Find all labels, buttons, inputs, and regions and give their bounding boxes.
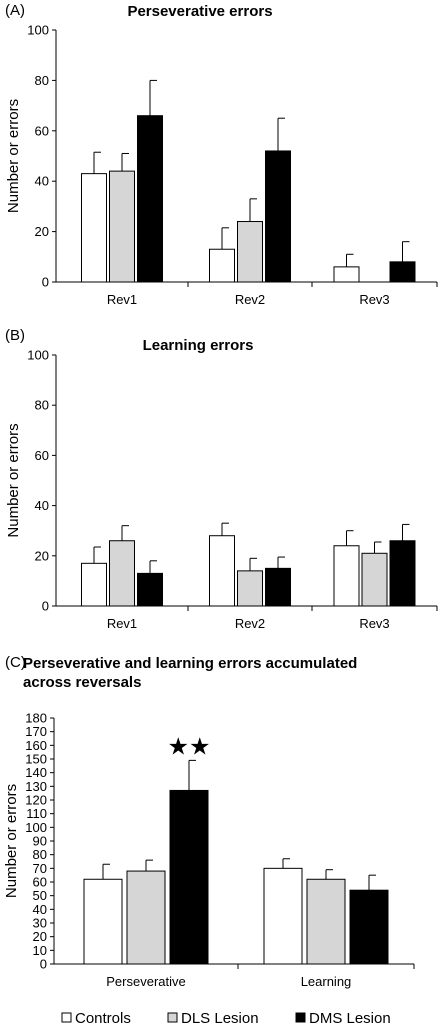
y-tick-label: 60	[35, 448, 49, 463]
legend-label: DLS Lesion	[181, 1010, 259, 1027]
chart-title: Perseverative and learning errors accumu…	[23, 655, 357, 672]
bar-learning-2	[349, 889, 389, 965]
chart-title: across reversals	[23, 674, 141, 691]
bar-learning-0	[263, 867, 303, 965]
y-tick-label: 170	[25, 724, 47, 739]
panel-c-chart: (C)Perseverative and learning errors acc…	[3, 654, 415, 989]
y-tick-label: 20	[35, 224, 49, 239]
x-category-label: Learning	[301, 974, 352, 989]
bar-rev1-2	[137, 115, 163, 283]
bar-rev1-2	[137, 572, 163, 607]
y-axis-label: Number or errors	[5, 423, 22, 537]
panel-b-chart: (B) Learning errors Number or errors 0 20 40 6…	[5, 327, 438, 631]
y-tick-label: 60	[35, 123, 49, 138]
bar-rev3-2	[389, 261, 416, 283]
bar-learning-1	[306, 878, 346, 965]
bar-perseverative-2	[169, 789, 209, 965]
bar-perseverative-0	[83, 878, 123, 965]
bar-rev3-1	[361, 552, 388, 607]
y-tick-label: 80	[35, 398, 49, 413]
y-tick-label: 140	[25, 765, 47, 780]
legend-label: DMS Lesion	[309, 1010, 391, 1027]
y-tick-label: 150	[25, 752, 47, 767]
bar-rev2-2	[265, 150, 291, 283]
y-tick-label: 80	[35, 73, 49, 88]
y-tick-label: 180	[25, 711, 47, 726]
y-tick-label: 20	[33, 929, 47, 944]
y-tick-label: 100	[25, 820, 47, 835]
bar-rev3-0	[333, 545, 360, 607]
bar-rev3-2	[389, 540, 416, 607]
legend-swatch	[167, 1012, 178, 1023]
y-tick-label: 40	[33, 902, 47, 917]
y-tick-label: 90	[33, 834, 47, 849]
chart-title: Perseverative errors	[127, 3, 272, 20]
y-tick-label: 60	[33, 875, 47, 890]
bar-perseverative-1	[126, 870, 166, 965]
y-tick-label: 0	[42, 275, 49, 290]
y-tick-label: 40	[35, 174, 49, 189]
y-tick-label: 130	[25, 779, 47, 794]
x-category-label: Perseverative	[106, 974, 185, 989]
y-tick-label: 0	[42, 599, 49, 614]
y-axis-label: Number or errors	[5, 99, 22, 213]
chart-title: Learning errors	[143, 337, 254, 354]
panel-a-chart: (A) Perseverative errors Number or errors 0…	[5, 2, 438, 307]
bar-rev2-0	[209, 535, 235, 607]
y-tick-label: 120	[25, 793, 47, 808]
y-tick-label: 110	[26, 806, 47, 821]
y-tick-label: 30	[33, 916, 47, 931]
legend-label: Controls	[75, 1010, 131, 1027]
y-tick-label: 0	[40, 957, 47, 972]
x-category-label: Rev2	[235, 616, 265, 631]
panel-letter: (A)	[5, 2, 25, 19]
x-category-label: Rev2	[235, 292, 265, 307]
bar-rev1-1	[109, 540, 135, 607]
y-tick-label: 160	[25, 738, 47, 753]
bar-rev2-1	[237, 221, 263, 283]
legend-swatch	[61, 1012, 72, 1023]
y-axis-label: Number or errors	[3, 784, 20, 898]
y-tick-label: 70	[33, 861, 47, 876]
y-tick-label: 80	[33, 847, 47, 862]
panel-letter: (B)	[5, 327, 25, 344]
x-category-label: Rev3	[359, 616, 389, 631]
bar-rev2-0	[209, 248, 235, 283]
bar-rev1-0	[81, 173, 107, 283]
significance-annotation: ★★	[167, 733, 210, 760]
x-category-label: Rev1	[107, 616, 137, 631]
bar-rev2-2	[265, 567, 291, 607]
y-tick-label: 10	[33, 943, 47, 958]
y-tick-label: 20	[35, 548, 49, 563]
y-tick-label: 100	[27, 348, 49, 363]
legend: Controls DLS Lesion DMS Lesion	[61, 1010, 391, 1027]
y-tick-label: 40	[35, 498, 49, 513]
bar-rev3-0	[333, 266, 360, 283]
legend-swatch	[295, 1012, 306, 1023]
panel-letter: (C)	[5, 654, 26, 671]
x-category-label: Rev1	[107, 292, 137, 307]
bar-rev2-1	[237, 570, 263, 607]
y-tick-label: 100	[27, 23, 49, 38]
x-category-label: Rev3	[359, 292, 389, 307]
y-tick-label: 50	[33, 888, 47, 903]
bar-rev1-0	[81, 562, 107, 607]
bar-rev1-1	[109, 170, 135, 283]
